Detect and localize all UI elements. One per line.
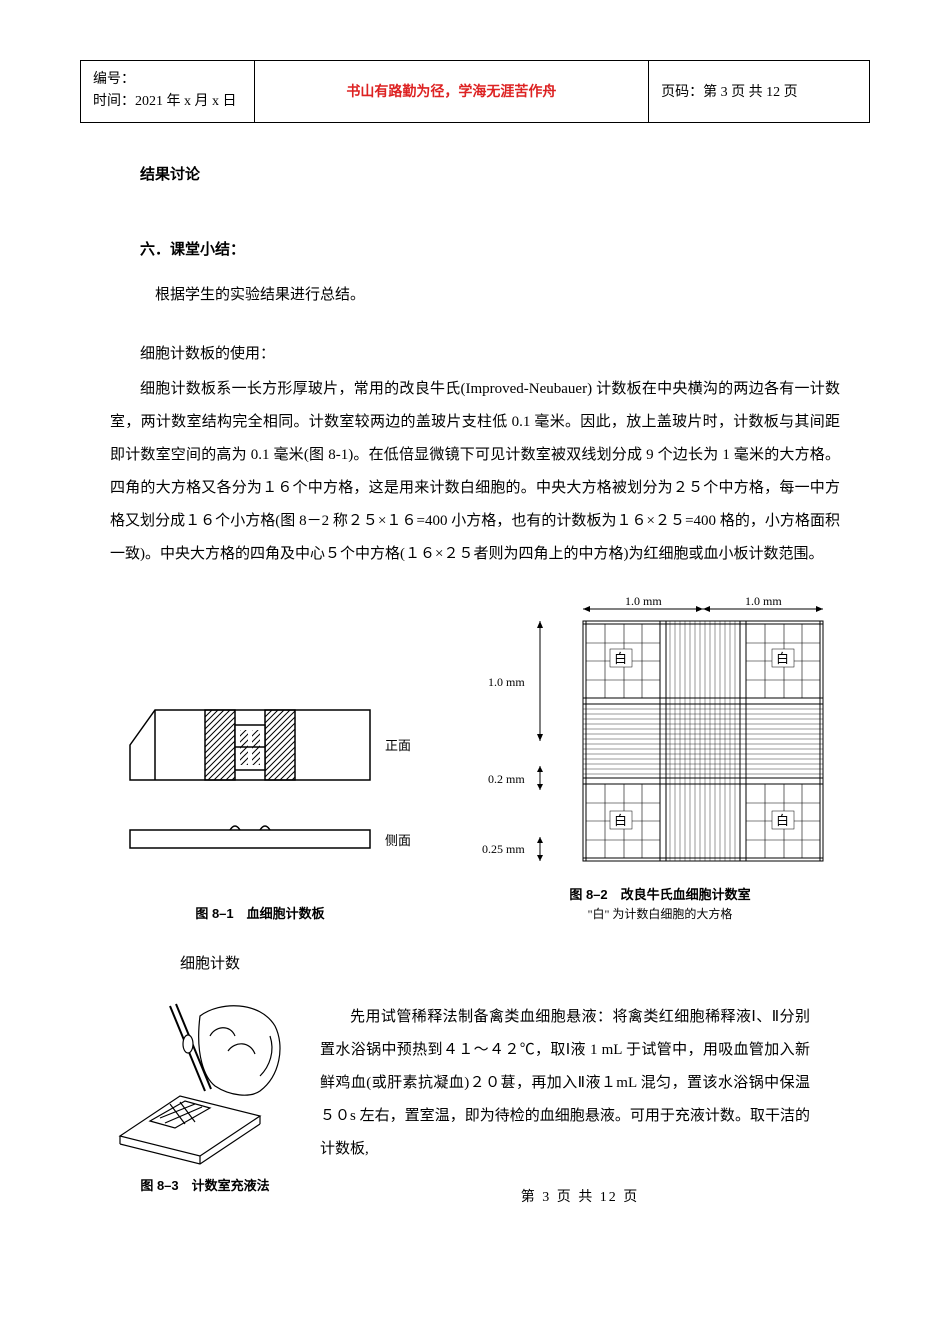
dim-left-3: 0.25 mm bbox=[482, 842, 525, 856]
time-label: 时间：2021 年 x 月 x 日 bbox=[93, 91, 242, 113]
figures-row: 正面 侧面 图 8–1 血细胞计数板 bbox=[110, 591, 840, 922]
figure-8-2-caption: 图 8–2 改良牛氏血细胞计数室 bbox=[480, 884, 840, 903]
figure-8-3: 图 8–3 计数室充液法 bbox=[110, 996, 300, 1194]
summary-text: 根据学生的实验结果进行总结。 bbox=[110, 279, 840, 312]
page-container: 编号： 时间：2021 年 x 月 x 日 书山有路勤为径，学海无涯苦作舟 页码… bbox=[0, 0, 950, 1236]
front-label: 正面 bbox=[385, 738, 410, 753]
bai-label-br: 白 bbox=[776, 813, 789, 828]
header-page-label: 页码：第 3 页 共 12 页 bbox=[649, 61, 870, 123]
hemocytometer-diagram: 正面 侧面 bbox=[110, 650, 410, 890]
header-table: 编号： 时间：2021 年 x 月 x 日 书山有路勤为径，学海无涯苦作舟 页码… bbox=[80, 60, 870, 123]
bai-label-bl: 白 bbox=[614, 813, 627, 828]
figure-8-2: 1.0 mm 1.0 mm 1.0 mm 0.2 mm bbox=[480, 591, 840, 922]
dim-left-1: 1.0 mm bbox=[488, 675, 525, 689]
bai-label-tl: 白 bbox=[614, 651, 627, 666]
counting-chamber-grid: 1.0 mm 1.0 mm 1.0 mm 0.2 mm bbox=[480, 591, 840, 871]
figure-8-1: 正面 侧面 图 8–1 血细胞计数板 bbox=[110, 650, 410, 922]
section-count-title: 细胞计数 bbox=[180, 948, 840, 981]
usage-paragraph: 细胞计数板系一长方形厚玻片，常用的改良牛氏(Improved-Neubauer)… bbox=[110, 373, 840, 571]
figure-8-2-subcaption: "白" 为计数白细胞的大方格 bbox=[480, 905, 840, 922]
dim-top-1: 1.0 mm bbox=[625, 594, 662, 608]
dim-top-2: 1.0 mm bbox=[745, 594, 782, 608]
dim-left-2: 0.2 mm bbox=[488, 772, 525, 786]
section-summary-title: 六．课堂小结： bbox=[140, 238, 870, 259]
side-label: 侧面 bbox=[385, 833, 410, 848]
figure-8-1-caption: 图 8–1 血细胞计数板 bbox=[110, 903, 410, 922]
figure-8-3-caption: 图 8–3 计数室充液法 bbox=[110, 1175, 300, 1194]
section-usage-title: 细胞计数板的使用： bbox=[140, 342, 870, 363]
header-left-cell: 编号： 时间：2021 年 x 月 x 日 bbox=[81, 61, 255, 123]
count-section: 图 8–3 计数室充液法 先用试管稀释法制备禽类血细胞悬液：将禽类红细胞稀释液Ⅰ… bbox=[80, 991, 840, 1206]
section-results-title: 结果讨论 bbox=[140, 163, 870, 184]
header-motto: 书山有路勤为径，学海无涯苦作舟 bbox=[254, 61, 649, 123]
doc-number-label: 编号： bbox=[93, 69, 242, 91]
bai-label-tr: 白 bbox=[776, 651, 789, 666]
loading-method-diagram bbox=[110, 996, 300, 1166]
